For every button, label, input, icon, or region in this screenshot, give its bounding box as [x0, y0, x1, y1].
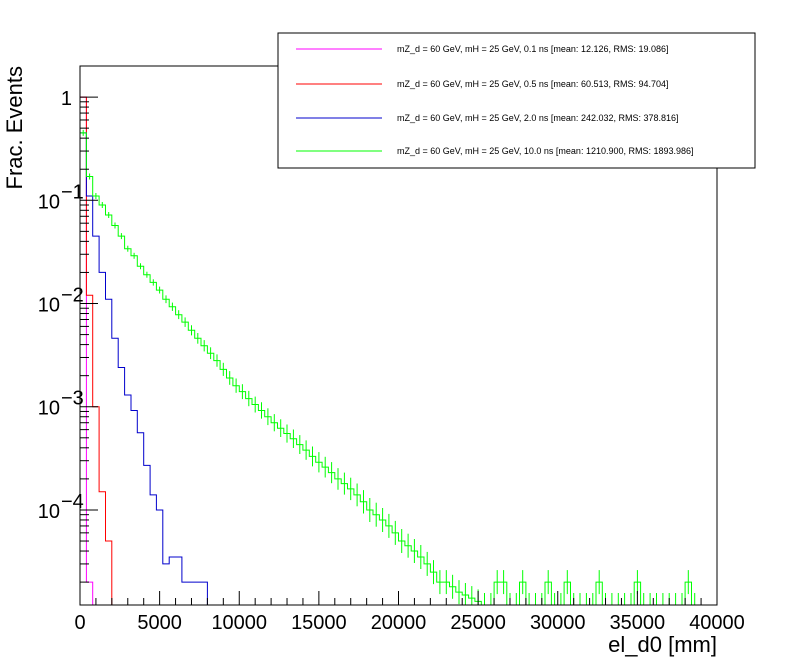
legend-entry-2: mZ_d = 60 GeV, mH = 25 GeV, 2.0 ns [mean… — [397, 113, 679, 123]
x-tick-label: 35000 — [610, 612, 666, 634]
x-tick-label: 20000 — [371, 612, 427, 634]
legend-entry-0: mZ_d = 60 GeV, mH = 25 GeV, 0.1 ns [mean… — [397, 44, 669, 54]
x-tick-label: 0 — [74, 612, 85, 634]
y-axis-title: Frac. Events — [2, 66, 27, 189]
legend-entry-1: mZ_d = 60 GeV, mH = 25 GeV, 0.5 ns [mean… — [397, 79, 669, 89]
y-tick-exponent: −3 — [61, 388, 84, 410]
y-tick-label: 10 — [38, 191, 60, 213]
series-2-line — [79, 132, 214, 606]
y-tick-exponent: −2 — [61, 285, 84, 307]
legend: mZ_d = 60 GeV, mH = 25 GeV, 0.1 ns [mean… — [277, 32, 756, 169]
x-tick-label: 5000 — [137, 612, 182, 634]
y-tick-label: 10 — [38, 295, 60, 317]
legend-box — [277, 32, 756, 169]
x-tick-label: 40000 — [689, 612, 745, 634]
x-axis-title: el_d0 [mm] — [608, 632, 717, 657]
y-tick-label: 10 — [38, 398, 60, 420]
y-tick-label: 1 — [61, 88, 72, 110]
legend-entry-3: mZ_d = 60 GeV, mH = 25 GeV, 10.0 ns [mea… — [397, 146, 694, 156]
axis-layer: 0 5000 10000 15000 20000 25000 30000 35000 40000… — [38, 88, 745, 634]
y-tick-label: 10 — [38, 501, 60, 523]
x-tick-label: 10000 — [211, 612, 267, 634]
y-tick-exponent: −4 — [61, 491, 84, 513]
x-tick-label: 30000 — [530, 612, 586, 634]
x-tick-label: 25000 — [450, 612, 506, 634]
x-tick-label: 15000 — [291, 612, 347, 634]
y-tick-exponent: −1 — [61, 181, 84, 203]
